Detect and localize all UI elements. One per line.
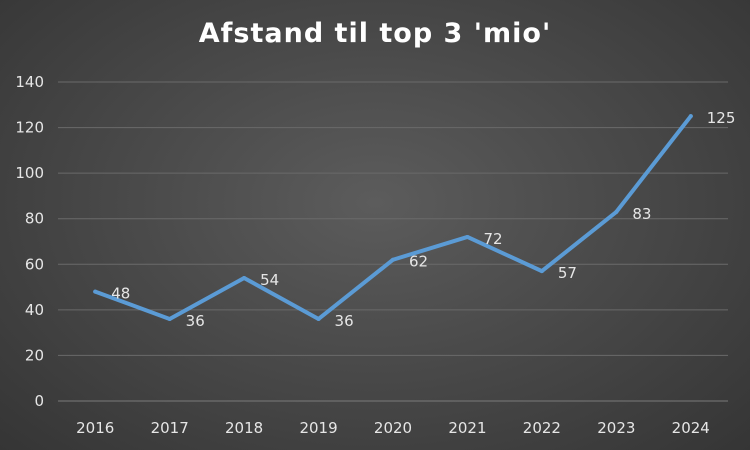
data-label: 72 — [483, 230, 502, 248]
data-label: 48 — [111, 285, 130, 303]
series-line — [93, 114, 693, 321]
data-label: 62 — [409, 253, 428, 271]
y-tick-label: 60 — [25, 255, 44, 273]
data-point — [391, 257, 395, 262]
data-point — [539, 269, 544, 274]
data-label: 125 — [707, 109, 736, 127]
y-tick-label: 100 — [15, 164, 44, 182]
data-point — [167, 316, 172, 321]
x-tick-label: 2018 — [225, 419, 263, 437]
x-tick-label: 2017 — [151, 419, 189, 437]
x-tick-label: 2023 — [597, 419, 635, 437]
data-label: 36 — [186, 312, 205, 330]
data-point — [465, 234, 470, 239]
data-point — [242, 275, 247, 280]
y-tick-label: 20 — [25, 346, 44, 364]
data-label: 57 — [558, 264, 577, 282]
data-label: 54 — [260, 271, 279, 289]
data-point — [614, 209, 619, 214]
x-tick-label: 2022 — [523, 419, 561, 437]
chart-title: Afstand til top 3 'mio' — [198, 18, 552, 49]
data-point — [316, 316, 321, 321]
x-tick-label: 2019 — [299, 419, 337, 437]
data-label: 36 — [335, 312, 354, 330]
y-tick-label: 0 — [34, 392, 44, 410]
data-point — [93, 289, 98, 294]
y-tick-label: 40 — [25, 301, 44, 319]
data-label: 83 — [632, 205, 651, 223]
x-tick-label: 2024 — [672, 419, 710, 437]
x-tick-label: 2020 — [374, 419, 412, 437]
y-tick-label: 140 — [15, 73, 44, 91]
x-tick-label: 2021 — [448, 419, 486, 437]
y-tick-label: 120 — [15, 119, 44, 137]
x-tick-label: 2016 — [76, 419, 114, 437]
y-tick-label: 80 — [25, 210, 44, 228]
data-point — [688, 114, 693, 119]
